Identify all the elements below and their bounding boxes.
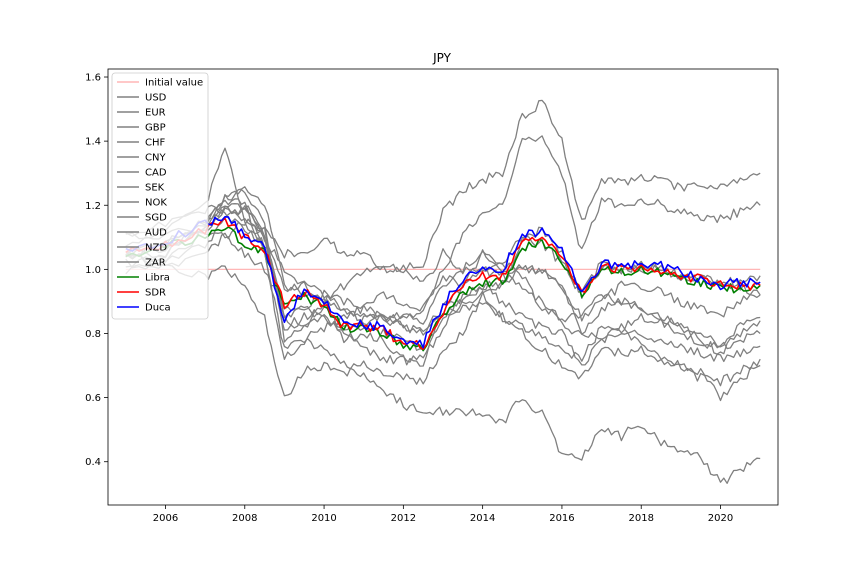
legend: Initial value USD EUR GBP CHF CNY CAD SEK NOK SGD… [111,72,209,320]
x-tick-label-2014: 2014 [470,513,495,524]
axes: 2006 2008 2010 2012 2014 2016 2018 2020 0.4 0.6 0.… [85,68,779,524]
series-line-nok [125,207,761,402]
legend-label-cad: CAD [145,168,167,179]
y-tick-label-0.6: 0.6 [85,393,101,404]
y-tick-label-0.8: 0.8 [85,329,101,340]
x-tick-label-2010: 2010 [311,513,336,524]
legend-label-sek: SEK [145,183,165,194]
legend-label-cny: CNY [145,153,166,164]
axes-frame [107,68,779,506]
legend-label-gbp: GBP [145,123,166,134]
legend-label-chf: CHF [145,138,166,149]
legend-label-duca: Duca [145,303,171,314]
chart-title: JPY [432,51,452,65]
plot-area [125,99,761,484]
x-tick-label-2008: 2008 [232,513,257,524]
legend-label-sgd: SGD [145,213,167,224]
series-line-cny [125,135,761,326]
legend-label-aud: AUD [145,228,167,239]
x-tick-label-2020: 2020 [708,513,733,524]
legend-label-eur: EUR [145,108,166,119]
legend-label-libra: Libra [145,273,170,284]
legend-label-zar: ZAR [145,258,166,269]
x-tick-label-2018: 2018 [628,513,653,524]
legend-label-initial-value: Initial value [145,78,203,89]
legend-box [111,72,209,320]
series-line-usd [125,226,761,365]
legend-label-nzd: NZD [145,243,167,254]
legend-label-sdr: SDR [145,288,166,299]
series-line-duca [125,216,761,349]
x-tick-label-2006: 2006 [153,513,178,524]
y-tick-label-1.2: 1.2 [85,201,101,212]
y-tick-label-1.0: 1.0 [85,265,101,276]
x-tick-label-2016: 2016 [549,513,574,524]
series-line-zar [125,253,761,484]
series-line-eur [125,186,761,367]
x-tick-label-2012: 2012 [391,513,416,524]
series-line-sdr [125,217,761,350]
y-tick-label-1.6: 1.6 [85,73,101,84]
y-tick-label-1.4: 1.4 [85,137,101,148]
legend-label-usd: USD [145,93,167,104]
y-tick-label-0.4: 0.4 [85,457,101,468]
legend-label-nok: NOK [145,198,167,209]
